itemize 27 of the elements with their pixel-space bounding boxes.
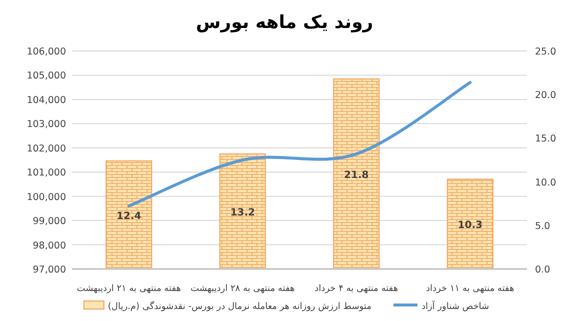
x-tick-label: هفته منتهی به ۱۱ خرداد [426,284,514,294]
chart-title: روند یک ماهه بورس [196,12,374,33]
y-tick-label: 103,000 [26,119,66,130]
y-tick-label: 100,000 [26,192,66,203]
y-tick-label: 99,000 [32,216,66,228]
y2-tick-label: 10.0 [535,177,556,188]
legend-label: شاخص شناور آزاد [421,300,490,312]
y-tick-label: 97,000 [32,264,66,276]
y-tick-label: 102,000 [26,143,66,154]
y2-tick-label: 25.0 [535,46,556,58]
y-tick-label: 105,000 [26,70,66,82]
data-label: 21.8 [344,170,369,181]
y-tick-label: 104,000 [26,94,66,106]
data-label: 13.2 [230,207,255,218]
y-tick-label: 98,000 [32,240,66,252]
data-label: 10.3 [458,220,482,232]
y-tick-label: 101,000 [26,168,66,179]
x-tick-label: هفته منتهی به ۲۸ اردیبهشت [190,284,296,294]
x-tick-label: هفته منتهی به ۴ خرداد [314,284,398,294]
y-tick-label: 106,000 [26,46,66,58]
y2-tick-label: 5.0 [535,220,550,232]
y2-tick-label: 20.0 [535,90,556,102]
data-label: 12.4 [116,210,142,222]
y2-tick-label: 15.0 [535,134,556,145]
x-tick-label: هفته منتهی به ۲۱ اردیبهشت [76,284,182,294]
y2-tick-label: 0.0 [535,264,550,276]
legend-label: متوسط ارزش روزانه هر معامله نرمال در بورس- نقدشوندگی (م.ریال) [108,300,372,312]
